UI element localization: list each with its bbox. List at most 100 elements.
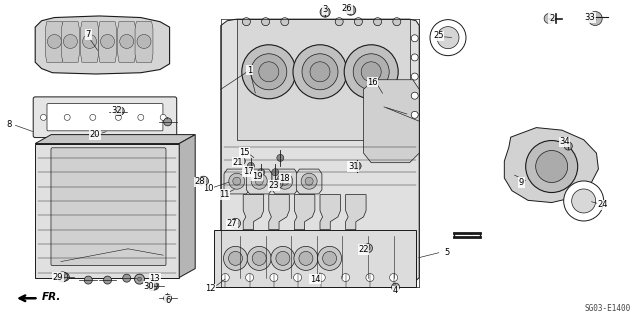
Text: 30: 30 (143, 282, 154, 291)
Circle shape (564, 181, 604, 221)
Text: 9: 9 (519, 178, 524, 187)
Text: 31: 31 (348, 162, 358, 171)
Circle shape (437, 27, 459, 48)
Circle shape (412, 73, 418, 80)
Circle shape (265, 247, 285, 267)
Polygon shape (320, 195, 340, 230)
Circle shape (251, 54, 287, 90)
Circle shape (246, 273, 253, 282)
Circle shape (346, 5, 356, 15)
Circle shape (392, 283, 399, 291)
Polygon shape (179, 135, 195, 278)
Circle shape (83, 34, 97, 48)
Circle shape (147, 280, 157, 291)
Circle shape (412, 111, 418, 118)
Circle shape (299, 251, 313, 265)
Circle shape (138, 115, 144, 120)
Polygon shape (35, 16, 170, 74)
Circle shape (115, 108, 122, 116)
Circle shape (61, 275, 65, 279)
Circle shape (281, 177, 289, 185)
Text: 20: 20 (90, 130, 100, 139)
Circle shape (277, 173, 293, 189)
Circle shape (588, 11, 602, 26)
Circle shape (305, 177, 313, 185)
Circle shape (262, 18, 269, 26)
Circle shape (247, 246, 271, 271)
Text: 4: 4 (393, 286, 398, 295)
Text: 28: 28 (195, 177, 205, 186)
Circle shape (229, 173, 245, 189)
Circle shape (294, 246, 318, 271)
Text: 8: 8 (6, 120, 12, 129)
Text: 5: 5 (444, 248, 449, 256)
Circle shape (344, 45, 398, 99)
Text: 32: 32 (111, 106, 122, 115)
Polygon shape (346, 195, 366, 230)
Polygon shape (269, 195, 289, 230)
Text: 11: 11 (219, 190, 229, 199)
Polygon shape (230, 236, 416, 278)
Text: 23: 23 (269, 181, 279, 190)
Circle shape (270, 273, 278, 282)
Circle shape (353, 162, 361, 170)
Circle shape (115, 115, 122, 120)
Circle shape (564, 142, 572, 150)
Polygon shape (45, 22, 63, 62)
Circle shape (390, 273, 397, 282)
Text: 13: 13 (150, 274, 160, 283)
Circle shape (258, 169, 264, 176)
Circle shape (198, 176, 209, 186)
Circle shape (262, 240, 269, 245)
Circle shape (365, 240, 371, 245)
Circle shape (317, 273, 325, 282)
Circle shape (367, 247, 388, 267)
Circle shape (100, 34, 115, 48)
Polygon shape (221, 19, 419, 287)
Polygon shape (118, 22, 136, 62)
Circle shape (237, 240, 243, 245)
Circle shape (255, 177, 263, 185)
Circle shape (412, 54, 418, 61)
Polygon shape (296, 169, 322, 194)
Circle shape (58, 272, 68, 282)
Circle shape (164, 118, 172, 126)
Circle shape (372, 251, 383, 263)
Polygon shape (364, 80, 419, 163)
Circle shape (390, 240, 397, 245)
Text: 18: 18 (280, 174, 290, 182)
Circle shape (269, 251, 281, 263)
Text: 12: 12 (205, 284, 215, 293)
Circle shape (271, 246, 295, 271)
Circle shape (310, 62, 330, 82)
Circle shape (160, 115, 166, 120)
Circle shape (274, 179, 283, 188)
Circle shape (242, 45, 296, 99)
Text: 27: 27 (227, 219, 237, 228)
Circle shape (137, 34, 151, 48)
Circle shape (228, 251, 243, 265)
Polygon shape (135, 22, 153, 62)
Circle shape (233, 177, 241, 185)
Polygon shape (272, 169, 298, 194)
Circle shape (276, 251, 290, 265)
Circle shape (40, 115, 47, 120)
Text: 2: 2 (549, 14, 554, 23)
Polygon shape (214, 230, 416, 287)
Circle shape (353, 54, 389, 90)
Circle shape (243, 18, 250, 26)
Circle shape (239, 158, 245, 165)
Text: 16: 16 (367, 78, 378, 87)
Circle shape (342, 247, 362, 267)
Circle shape (84, 276, 92, 284)
Polygon shape (224, 169, 250, 194)
Text: 6: 6 (165, 296, 170, 305)
Circle shape (295, 251, 307, 263)
Circle shape (252, 173, 268, 189)
Circle shape (90, 115, 96, 120)
Circle shape (355, 18, 362, 26)
Circle shape (134, 274, 145, 284)
Circle shape (293, 45, 347, 99)
Text: 17: 17 (243, 167, 253, 176)
Circle shape (244, 251, 255, 263)
